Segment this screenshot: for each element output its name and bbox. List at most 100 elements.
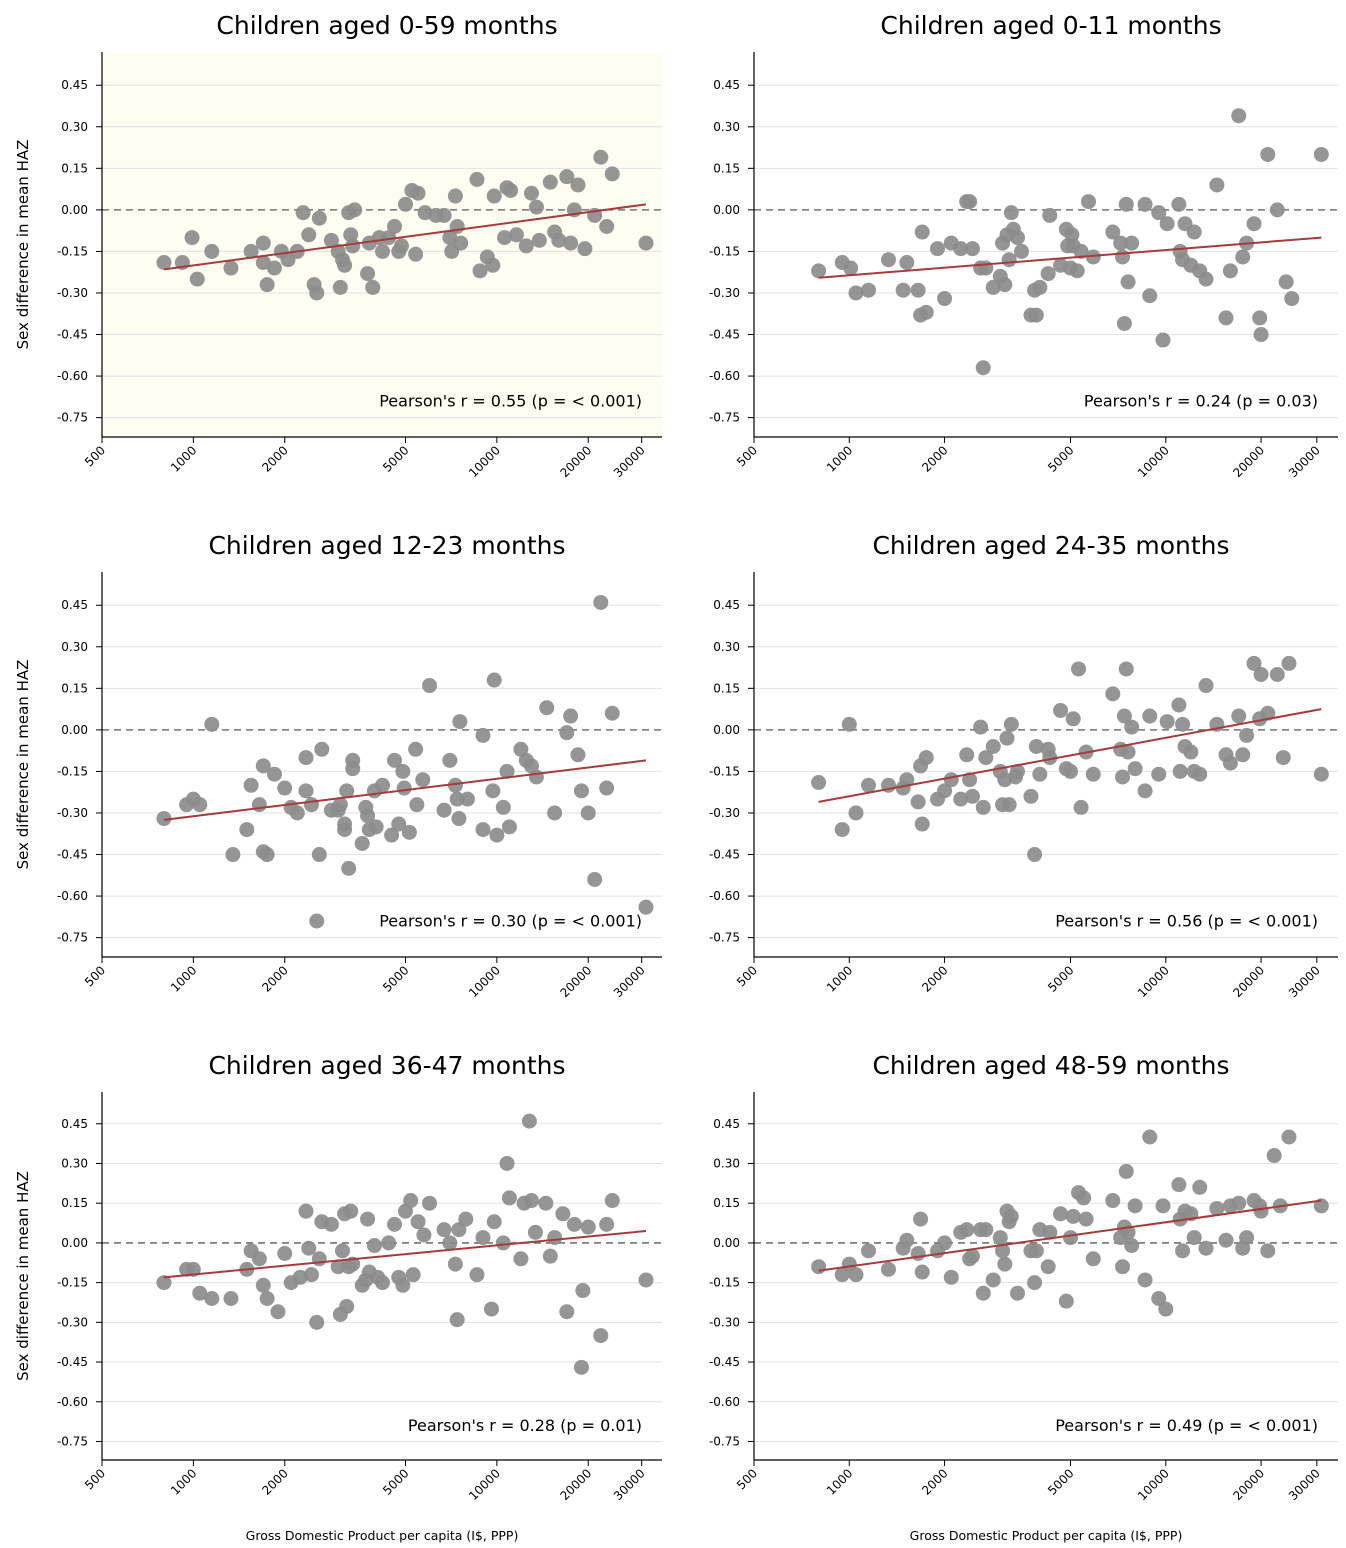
- data-point: [298, 783, 314, 799]
- data-point: [381, 1235, 397, 1251]
- y-tick-label: -0.30: [57, 1315, 88, 1329]
- data-point: [332, 279, 348, 295]
- data-point: [1027, 1275, 1043, 1291]
- data-point: [910, 794, 926, 810]
- panel-3: 0.45 0.30 0.15 0.00 -0.15 -0.30 -0.45 -0.60 -0.7…: [14, 531, 662, 1000]
- data-point: [497, 230, 513, 246]
- data-point: [978, 260, 994, 276]
- data-point: [1151, 1291, 1167, 1307]
- y-tick-label: 0.00: [713, 723, 740, 737]
- data-point: [1266, 1148, 1282, 1164]
- data-point: [451, 1222, 467, 1238]
- data-point: [599, 218, 615, 234]
- data-point: [638, 235, 654, 251]
- data-point: [501, 819, 517, 835]
- data-point: [566, 1216, 582, 1232]
- data-point: [298, 750, 314, 766]
- data-point: [834, 822, 850, 838]
- data-point: [204, 1291, 220, 1307]
- data-point: [964, 1248, 980, 1264]
- data-point: [1281, 655, 1297, 671]
- y-tick-label: 0.15: [61, 1196, 88, 1210]
- data-point: [1028, 307, 1044, 323]
- panel-5: 0.45 0.30 0.15 0.00 -0.15 -0.30 -0.45 -0.60 -0.7…: [14, 1051, 662, 1543]
- data-point: [1053, 702, 1069, 718]
- x-tick-label: 2000: [919, 1466, 950, 1497]
- data-point: [225, 847, 241, 863]
- data-point: [918, 750, 934, 766]
- pearson-annotation: Pearson's r = 0.24 (p = 0.03): [1084, 392, 1318, 411]
- data-point: [910, 1245, 926, 1261]
- data-point: [303, 797, 319, 813]
- y-tick-label: 0.00: [61, 203, 88, 217]
- data-point: [1231, 108, 1247, 124]
- data-point: [1058, 1293, 1074, 1309]
- data-point: [311, 847, 327, 863]
- y-tick-label: -0.75: [709, 1434, 740, 1448]
- x-tick-label: 5000: [1045, 1466, 1076, 1497]
- data-point: [395, 763, 411, 779]
- data-point: [354, 835, 370, 851]
- data-point: [1252, 310, 1268, 326]
- data-point: [910, 282, 926, 298]
- data-point: [1120, 274, 1136, 290]
- data-point: [314, 741, 330, 757]
- data-point: [239, 822, 255, 838]
- data-point: [204, 243, 220, 259]
- data-point: [405, 1267, 421, 1283]
- data-point: [964, 241, 980, 257]
- data-point: [570, 177, 586, 193]
- data-point: [985, 738, 1001, 754]
- data-point: [192, 797, 208, 813]
- data-point: [985, 279, 1001, 295]
- data-point: [1142, 708, 1158, 724]
- data-point: [499, 763, 515, 779]
- y-tick-label: -0.60: [709, 1395, 740, 1409]
- data-point: [311, 1251, 327, 1267]
- data-point: [345, 238, 361, 254]
- data-point: [1124, 719, 1140, 735]
- data-point: [1269, 202, 1285, 218]
- x-tick-label: 10000: [466, 963, 503, 1000]
- x-tick-label: 5000: [1045, 963, 1076, 994]
- data-point: [513, 1251, 529, 1267]
- data-point: [483, 1301, 499, 1317]
- data-point: [251, 797, 267, 813]
- data-point: [1313, 766, 1329, 782]
- data-point: [343, 1203, 359, 1219]
- data-point: [860, 1243, 876, 1259]
- data-point: [1085, 1251, 1101, 1267]
- y-tick-label: -0.30: [57, 286, 88, 300]
- x-tick-label: 5000: [1045, 443, 1076, 474]
- data-point: [1137, 196, 1153, 212]
- data-point: [192, 1285, 208, 1301]
- y-tick-label: -0.15: [57, 244, 88, 258]
- panel-title: Children aged 24-35 months: [872, 531, 1229, 560]
- data-point: [396, 780, 412, 796]
- y-tick-label: -0.45: [709, 328, 740, 342]
- data-point: [1065, 711, 1081, 727]
- data-point: [469, 1267, 485, 1283]
- x-tick-label: 2000: [919, 443, 950, 474]
- data-point: [1209, 1200, 1225, 1216]
- data-point: [1078, 1211, 1094, 1227]
- fit-line: [163, 203, 647, 271]
- x-tick-label: 5000: [380, 1466, 411, 1497]
- x-tick-label: 10000: [466, 443, 503, 480]
- data-point: [1239, 727, 1255, 743]
- data-point: [1142, 1129, 1158, 1145]
- y-tick-label: -0.75: [57, 411, 88, 425]
- y-tick-label: -0.45: [709, 848, 740, 862]
- x-tick-label: 2000: [919, 963, 950, 994]
- y-axis-label: Sex difference in mean HAZ: [14, 1171, 32, 1381]
- data-point: [937, 291, 953, 307]
- data-point: [1105, 686, 1121, 702]
- data-point: [1040, 266, 1056, 282]
- data-point: [559, 169, 575, 185]
- pearson-annotation: Pearson's r = 0.30 (p = < 0.001): [379, 912, 642, 931]
- x-tick-label: 2000: [259, 443, 290, 474]
- data-point: [204, 716, 220, 732]
- data-point: [415, 772, 431, 788]
- fit-line: [818, 1199, 1322, 1272]
- data-point: [1023, 788, 1039, 804]
